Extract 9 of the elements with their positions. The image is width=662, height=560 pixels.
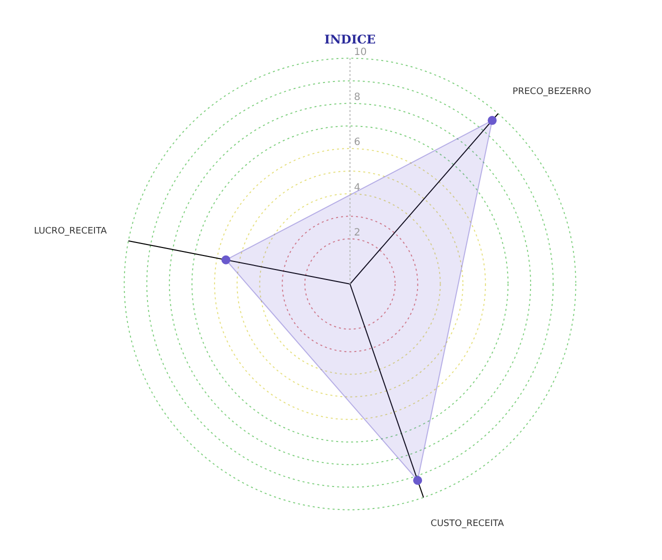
text: INDICE: [324, 32, 376, 46]
y-tick-label: 8: [354, 92, 360, 103]
spoke-label: CUSTO_RECEITA: [430, 519, 505, 529]
y-tick-label: 4: [354, 182, 360, 194]
y-tick-label: 2: [354, 227, 360, 238]
spoke-label: LUCRO_RECEITA: [34, 226, 108, 237]
y-tick-label: 10: [354, 46, 367, 58]
y-tick-label: 6: [354, 137, 360, 148]
spoke-label: PRECO_BEZERRO: [512, 86, 592, 97]
